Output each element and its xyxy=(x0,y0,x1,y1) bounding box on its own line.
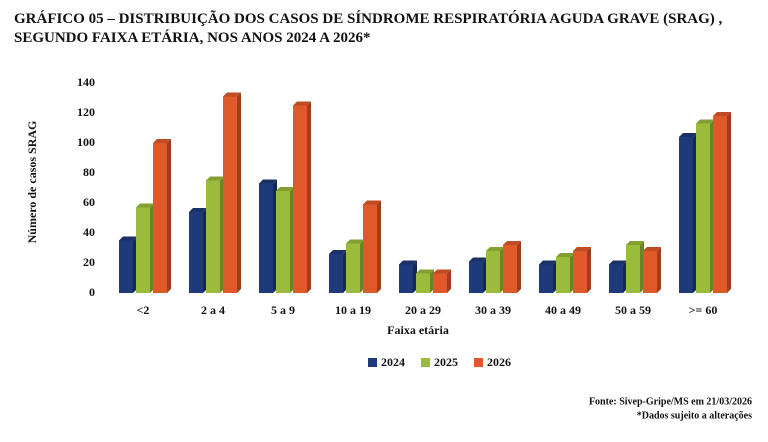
x-tick-label: >= 60 xyxy=(689,303,718,317)
bar-top xyxy=(573,247,591,251)
x-tick-label: 50 a 59 xyxy=(615,303,651,317)
legend-label: 2025 xyxy=(434,355,458,369)
x-tick-label: 2 a 4 xyxy=(201,303,225,317)
bar xyxy=(206,180,220,293)
legend-swatch xyxy=(421,358,430,367)
bar-top xyxy=(293,101,311,106)
bar xyxy=(626,245,640,293)
bar-top xyxy=(329,250,347,254)
bar-top xyxy=(643,247,661,251)
y-axis-title: Número de casos SRAG xyxy=(25,121,39,244)
bar-top xyxy=(223,92,241,97)
bar-top xyxy=(433,269,451,274)
bar-top xyxy=(276,187,294,191)
bar xyxy=(276,191,290,293)
bar xyxy=(136,207,150,293)
bar-side xyxy=(307,101,311,293)
bar-top xyxy=(469,257,487,262)
bar-top xyxy=(346,239,364,244)
y-tick-label: 100 xyxy=(77,135,95,149)
x-tick-label: <2 xyxy=(137,303,150,317)
bar xyxy=(223,96,237,293)
bar xyxy=(573,251,587,293)
bar-side xyxy=(447,269,451,293)
bar-side xyxy=(377,200,381,293)
bar-top xyxy=(696,119,714,124)
bar xyxy=(679,137,693,293)
bar xyxy=(486,251,500,293)
y-tick-label: 140 xyxy=(77,75,95,89)
legend-label: 2024 xyxy=(381,355,405,369)
bar-top xyxy=(556,253,574,257)
bar xyxy=(119,240,133,293)
bar-top xyxy=(539,260,557,265)
bar xyxy=(696,123,710,293)
bar-top xyxy=(609,260,627,265)
bar xyxy=(433,273,447,293)
bar-top xyxy=(363,200,381,205)
bar-side xyxy=(587,247,591,293)
bar xyxy=(416,273,430,293)
bar-top xyxy=(119,236,137,241)
bar-side xyxy=(727,112,731,293)
bar xyxy=(293,105,307,293)
bar xyxy=(153,143,167,293)
bar-side xyxy=(237,92,241,293)
bar-top xyxy=(626,241,644,245)
legend-swatch xyxy=(474,358,483,367)
footnote: *Dados sujeito a alterações xyxy=(637,410,752,421)
bar xyxy=(363,204,377,293)
bar xyxy=(643,251,657,293)
x-tick-label: 10 a 19 xyxy=(335,303,371,317)
x-tick-label: 5 a 9 xyxy=(271,303,295,317)
bar xyxy=(556,257,570,293)
x-tick-label: 40 a 49 xyxy=(545,303,581,317)
bar-top xyxy=(679,133,697,137)
bar-top xyxy=(713,112,731,116)
bar xyxy=(259,183,273,293)
legend-label: 2026 xyxy=(487,355,511,369)
bar-top xyxy=(399,260,417,265)
bar xyxy=(713,116,727,293)
bar-top xyxy=(259,179,277,184)
legend-swatch xyxy=(368,358,377,367)
bar-top xyxy=(486,247,504,251)
x-tick-label: 20 a 29 xyxy=(405,303,441,317)
bar xyxy=(189,212,203,293)
y-tick-label: 120 xyxy=(77,105,95,119)
bar xyxy=(346,243,360,293)
y-tick-label: 40 xyxy=(83,225,95,239)
bar xyxy=(539,264,553,293)
y-tick-label: 20 xyxy=(83,255,95,269)
x-tick-label: 30 a 39 xyxy=(475,303,511,317)
bar-top xyxy=(153,139,171,143)
y-tick-label: 80 xyxy=(83,165,95,179)
y-tick-label: 0 xyxy=(89,285,95,299)
chart-title: GRÁFICO 05 – DISTRIBUIÇÃO DOS CASOS DE S… xyxy=(14,11,723,46)
bar-side xyxy=(167,139,171,293)
bar-side xyxy=(657,247,661,293)
bar-top xyxy=(136,203,154,208)
bar xyxy=(399,264,413,293)
bar-top xyxy=(189,208,207,212)
source-note: Fonte: Sivep-Gripe/MS em 21/03/2026 xyxy=(589,396,752,407)
bar xyxy=(469,261,483,293)
bar xyxy=(503,245,517,293)
x-axis-title: Faixa etária xyxy=(387,323,449,337)
bar-top xyxy=(503,241,521,245)
y-tick-label: 60 xyxy=(83,195,95,209)
bar-top xyxy=(416,269,434,274)
bar xyxy=(329,254,343,293)
bar xyxy=(609,264,623,293)
bar-top xyxy=(206,176,224,181)
bar-side xyxy=(517,241,521,293)
